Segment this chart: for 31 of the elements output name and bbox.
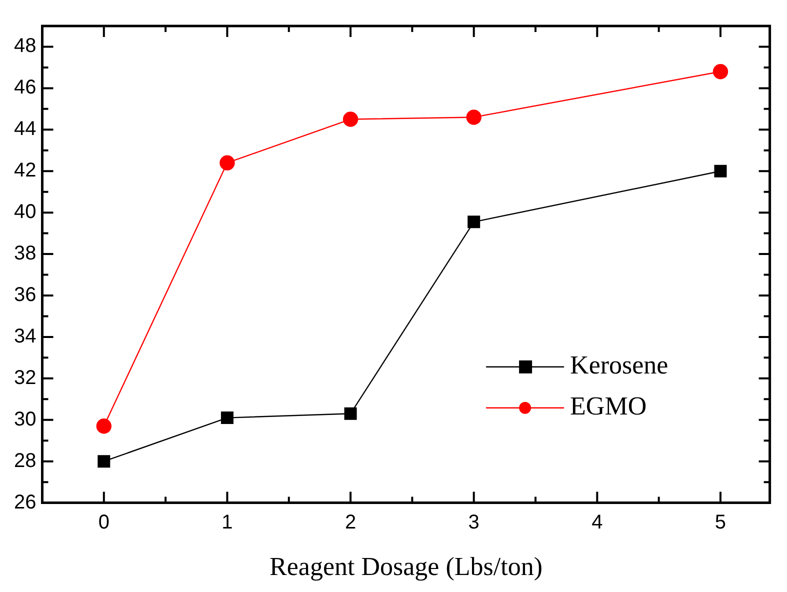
point — [468, 216, 480, 228]
y-tick-label: 36 — [14, 284, 36, 306]
point — [98, 455, 110, 468]
x-axis-title: Reagent Dosage (Lbs/ton) — [270, 552, 542, 582]
y-tick-label: 40 — [14, 201, 36, 224]
x-tick-label: 5 — [714, 511, 726, 534]
x-tick-label: 2 — [344, 511, 356, 534]
y-tick-label: 38 — [14, 242, 36, 265]
point — [220, 155, 235, 170]
legend-label: Kerosene — [570, 350, 668, 380]
y-tick-label: 46 — [14, 76, 36, 99]
point — [466, 110, 482, 125]
point — [714, 164, 727, 178]
x-tick-label: 0 — [98, 511, 110, 534]
y-tick-label: 48 — [14, 35, 36, 58]
y-tick-label: 32 — [14, 366, 36, 389]
y-tick-label: 34 — [14, 325, 36, 348]
y-tick-label: 44 — [14, 118, 36, 140]
legend-label: EGMO — [570, 392, 647, 421]
point — [712, 64, 728, 80]
y-tick-label: 28 — [14, 450, 36, 472]
point — [344, 407, 357, 420]
point — [96, 418, 112, 434]
y-tick-label: 42 — [14, 160, 36, 182]
x-tick-label: 3 — [468, 511, 480, 534]
x-tick-label: 4 — [592, 511, 603, 534]
y-tick-label: 26 — [14, 491, 36, 514]
point — [342, 112, 358, 127]
y-tick-label: 30 — [14, 408, 36, 430]
x-tick-label: 1 — [222, 511, 233, 534]
point — [220, 412, 234, 424]
